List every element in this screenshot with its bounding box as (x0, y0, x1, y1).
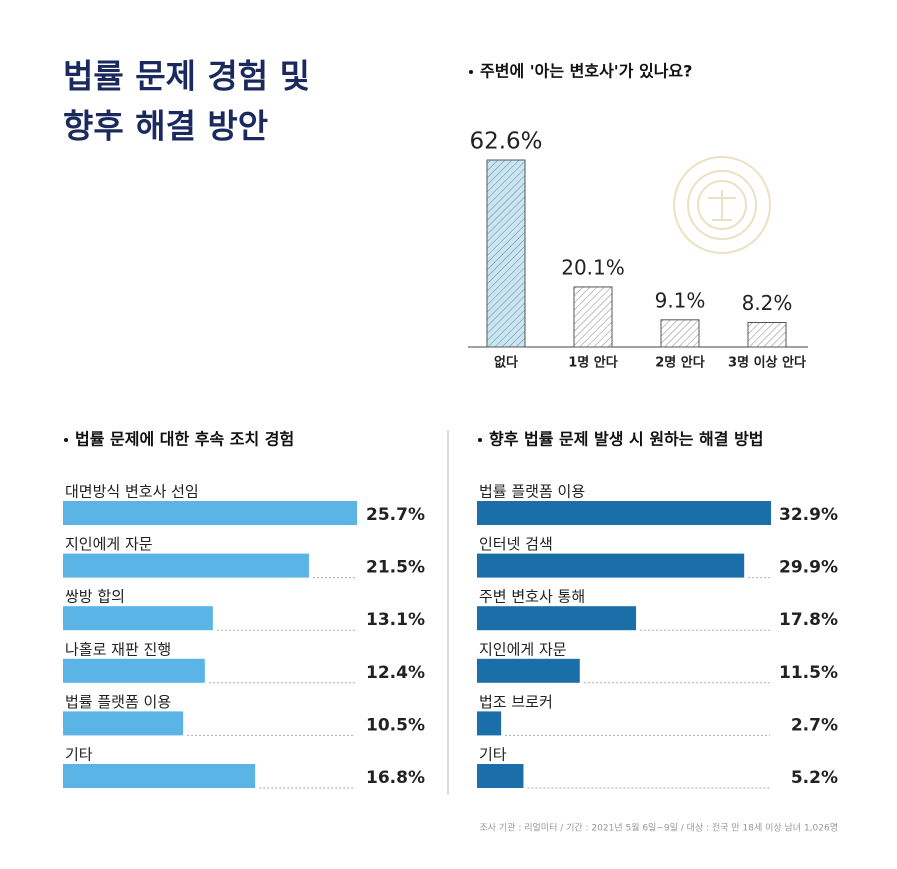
title-bullet (469, 70, 473, 74)
bar (477, 553, 745, 578)
source-note: 조사 기관 : 리얼미터 / 기간 : 2021년 5월 6일~9일 / 대상 … (480, 822, 839, 834)
category-label: 지인에게 자문 (479, 640, 567, 658)
category-label: 주변 변호사 통해 (479, 588, 585, 606)
bar (63, 764, 256, 788)
bar (477, 764, 524, 788)
value-label: 21.5% (366, 558, 425, 578)
category-label: 법조 브로커 (479, 693, 553, 711)
x-tick-label: 2명 안다 (655, 355, 704, 371)
category-label: 법률 플랫폼 이용 (479, 483, 585, 501)
value-label: 11.5% (779, 663, 838, 683)
chart-title: 향후 법률 문제 발생 시 원하는 해결 방법 (489, 430, 764, 449)
category-label: 나홀로 재판 진행 (65, 640, 171, 658)
chart-title: 주변에 '아는 변호사'가 있나요? (480, 62, 692, 81)
value-label: 17.8% (779, 610, 838, 630)
bar (477, 658, 580, 683)
bar (477, 501, 771, 525)
emblem (673, 156, 771, 254)
bar-hatch (748, 322, 786, 347)
title-bullet (478, 438, 482, 442)
value-label: 13.1% (366, 610, 425, 630)
bar (477, 606, 637, 631)
value-label: 62.6% (469, 129, 542, 155)
main-title: 향후 해결 방안 (63, 107, 268, 146)
value-label: 16.8% (366, 768, 425, 788)
value-label: 8.2% (742, 291, 793, 315)
bar (477, 711, 502, 736)
value-label: 10.5% (366, 715, 425, 735)
value-label: 20.1% (561, 255, 625, 279)
x-tick-label: 1명 안다 (568, 355, 617, 371)
title-bullet (64, 438, 68, 442)
main-title: 법률 문제 경험 및 (63, 57, 310, 96)
bar-hatch (661, 319, 699, 347)
bar-hatch (487, 160, 525, 347)
x-tick-label: 3명 이상 안다 (728, 355, 806, 371)
category-label: 대면방식 변호사 선임 (65, 483, 199, 501)
category-label: 기타 (479, 746, 507, 764)
category-label: 지인에게 자문 (65, 535, 153, 553)
value-label: 5.2% (791, 768, 838, 788)
value-label: 32.9% (779, 505, 838, 525)
value-label: 9.1% (655, 288, 706, 312)
bar (63, 606, 213, 631)
category-label: 쌍방 합의 (65, 588, 125, 606)
chart-title: 법률 문제에 대한 후속 조치 경험 (75, 430, 294, 449)
category-label: 인터넷 검색 (479, 535, 553, 553)
bar (63, 501, 357, 525)
bar (63, 711, 184, 736)
value-label: 29.9% (779, 558, 838, 578)
category-label: 기타 (65, 746, 93, 764)
value-label: 2.7% (791, 715, 838, 735)
bar (63, 658, 205, 683)
bar (63, 553, 309, 578)
value-label: 25.7% (366, 505, 425, 525)
category-label: 법률 플랫폼 이용 (65, 693, 171, 711)
x-tick-label: 없다 (494, 355, 518, 371)
value-label: 12.4% (366, 663, 425, 683)
bar-hatch (574, 286, 612, 347)
